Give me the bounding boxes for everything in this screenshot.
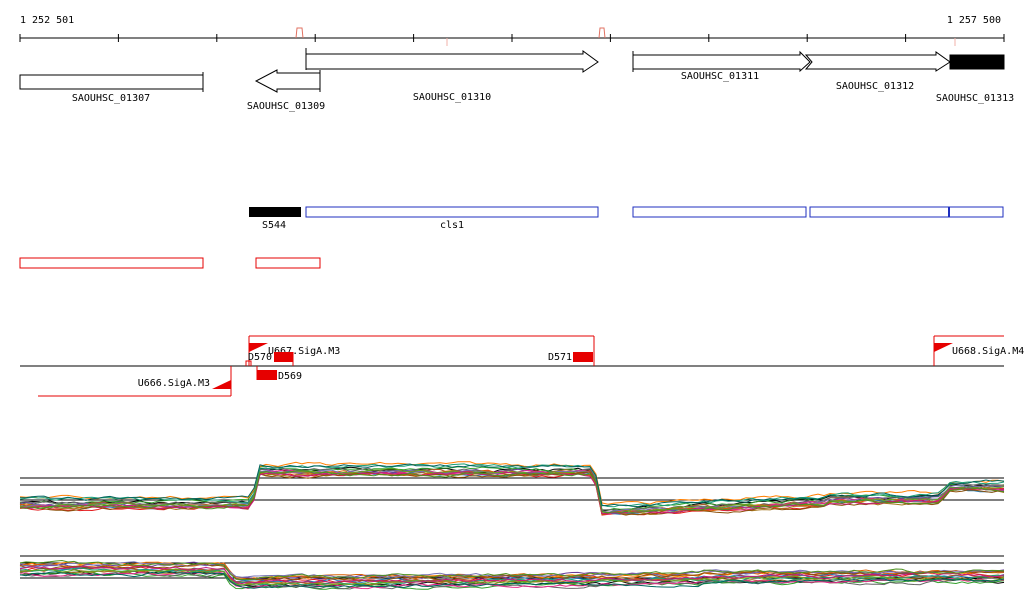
promoter-label-U667: U667.SigA.M3	[268, 346, 340, 357]
promoter-label-U666: U666.SigA.M3	[138, 378, 210, 389]
gene-track: SAOUHSC_01307 SAOUHSC_01309 SAOUHSC_0131…	[19, 48, 1014, 112]
expression-profiles	[19, 559, 1005, 590]
annotation-box[interactable]	[948, 206, 1004, 218]
ruler-marker	[295, 27, 304, 39]
expression-line	[19, 559, 1005, 581]
expression-panel-2	[19, 555, 1005, 590]
gene-label-SAOUHSC_01313: SAOUHSC_01313	[936, 93, 1014, 104]
terminator-stem	[245, 360, 252, 366]
terminator-D569[interactable]	[257, 370, 277, 380]
regulatory-track: U667.SigA.M3 U668.SigA.M4 U666.SigA.M3 D…	[20, 335, 1024, 397]
red-region[interactable]	[255, 257, 321, 269]
terminator-label-D571: D571	[548, 352, 572, 363]
gene-label-SAOUHSC_01310: SAOUHSC_01310	[413, 92, 491, 103]
gene-label-SAOUHSC_01309: SAOUHSC_01309	[247, 101, 325, 112]
terminator-D571[interactable]	[573, 352, 593, 362]
start-coordinate-label: 1 252 501	[20, 15, 74, 26]
expression-line	[19, 463, 1005, 508]
gene-SAOUHSC_01312[interactable]	[804, 51, 951, 72]
terminator-label-D570: D570	[248, 352, 272, 363]
annotation-track: S544 cls1	[249, 206, 1004, 231]
expression-line	[19, 571, 1005, 590]
expression-line	[19, 563, 1005, 582]
gene-SAOUHSC_01311[interactable]	[632, 50, 811, 73]
annotation-box[interactable]	[809, 206, 950, 218]
expression-line	[20, 463, 1005, 508]
red-region-track	[19, 257, 321, 269]
expression-line	[19, 468, 1005, 514]
red-region[interactable]	[19, 257, 204, 269]
expression-line	[19, 565, 1005, 585]
expression-line	[20, 471, 1005, 516]
gene-label-SAOUHSC_01311: SAOUHSC_01311	[681, 71, 759, 82]
annotation-cls1[interactable]	[305, 206, 599, 218]
annotation-label-cls1: cls1	[440, 220, 464, 231]
gene-label-SAOUHSC_01312: SAOUHSC_01312	[836, 81, 914, 92]
promoter-flag-U666[interactable]	[212, 380, 231, 389]
ruler-marker	[598, 27, 606, 39]
annotation-label-S544: S544	[262, 220, 286, 231]
gene-SAOUHSC_01309[interactable]	[254, 69, 320, 93]
expression-line	[19, 469, 1005, 514]
promoter-flag-U668[interactable]	[934, 343, 953, 352]
end-coordinate-label: 1 257 500	[947, 15, 1001, 26]
expression-line	[19, 570, 1005, 589]
annotation-box[interactable]	[632, 206, 807, 218]
annotation-S544[interactable]	[249, 207, 301, 217]
ruler-markers	[295, 27, 956, 46]
gene-SAOUHSC_01313[interactable]	[949, 54, 1005, 70]
expression-line	[19, 471, 1005, 515]
gene-SAOUHSC_01307[interactable]	[19, 74, 204, 90]
ruler-ticks	[19, 34, 1005, 42]
promoter-flag-U667[interactable]	[249, 343, 268, 352]
coordinate-ruler: 1 252 501 1 257 500	[19, 15, 1005, 46]
expression-profiles	[19, 461, 1005, 516]
terminator-label-D569: D569	[278, 371, 302, 382]
gene-label-SAOUHSC_01307: SAOUHSC_01307	[72, 93, 150, 104]
expression-panel-1	[19, 461, 1005, 516]
gene-SAOUHSC_01310[interactable]	[305, 50, 599, 73]
promoter-label-U668: U668.SigA.M4	[952, 346, 1024, 357]
terminator-D570[interactable]	[274, 352, 293, 362]
